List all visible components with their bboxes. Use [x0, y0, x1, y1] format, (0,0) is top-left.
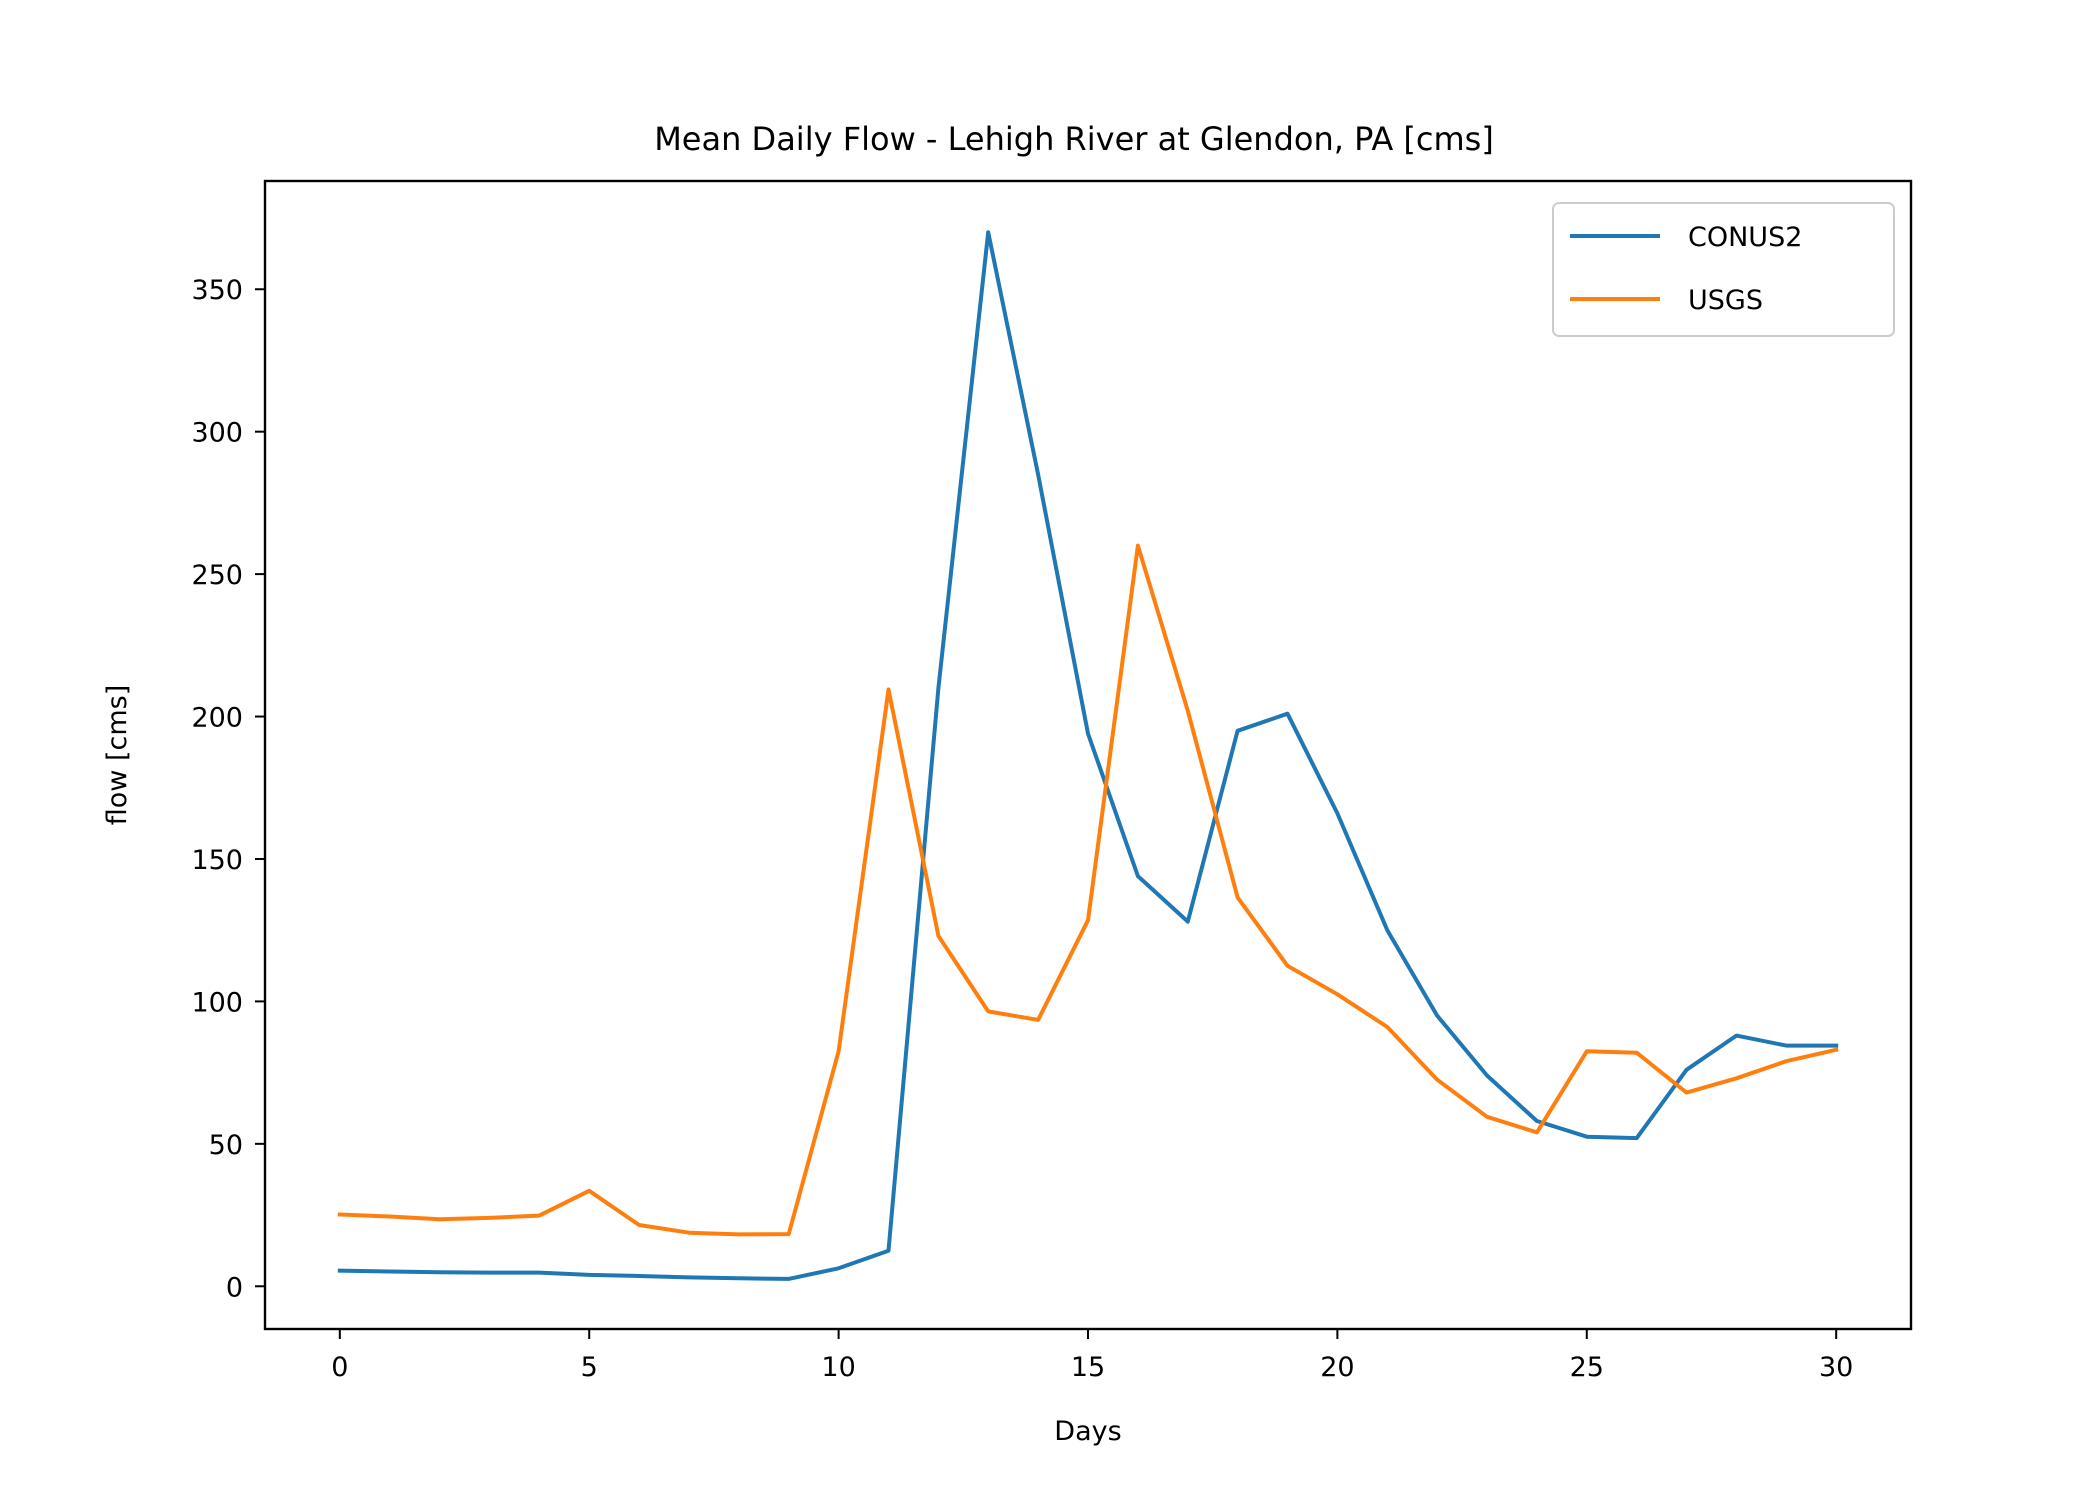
x-axis: 0 5 10 15 20 25 30 [331, 1329, 1853, 1383]
x-tick-label: 30 [1819, 1352, 1853, 1383]
y-axis-label: flow [cms] [102, 685, 133, 825]
y-tick-label: 200 [191, 703, 243, 734]
x-axis-label: Days [1054, 1416, 1121, 1447]
chart-title: Mean Daily Flow - Lehigh River at Glendo… [654, 120, 1494, 158]
y-tick-label: 150 [191, 845, 243, 876]
series-line-usgs [337, 543, 1839, 1237]
plot-lines [337, 230, 1839, 1281]
y-tick-label: 50 [209, 1130, 243, 1161]
legend-label-conus2: CONUS2 [1688, 222, 1802, 253]
legend-label-usgs: USGS [1688, 285, 1763, 316]
y-tick-label: 350 [191, 275, 243, 306]
x-tick-label: 25 [1570, 1352, 1604, 1383]
y-axis: 0 50 100 150 200 250 300 350 [191, 275, 265, 1303]
series-line-conus2 [337, 230, 1839, 1281]
x-tick-label: 5 [581, 1352, 598, 1383]
y-tick-label: 300 [191, 418, 243, 449]
y-tick-label: 250 [191, 560, 243, 591]
x-tick-label: 15 [1071, 1352, 1105, 1383]
plot-frame [263, 179, 1913, 1331]
x-tick-label: 20 [1320, 1352, 1354, 1383]
legend: CONUS2 USGS [1552, 202, 1895, 337]
x-tick-label: 0 [331, 1352, 348, 1383]
y-tick-label: 0 [226, 1272, 243, 1303]
x-tick-label: 10 [821, 1352, 855, 1383]
y-tick-label: 100 [191, 987, 243, 1018]
